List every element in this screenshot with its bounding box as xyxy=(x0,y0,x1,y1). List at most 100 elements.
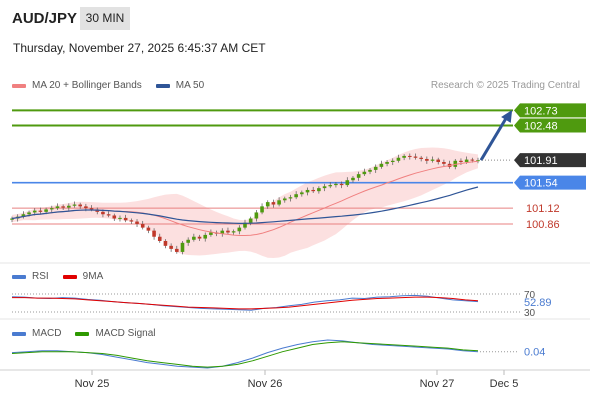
candle xyxy=(385,160,389,167)
candle-body xyxy=(129,220,134,222)
candle xyxy=(112,213,117,221)
candle-body xyxy=(265,202,270,207)
candle-body xyxy=(288,197,293,199)
candle-body xyxy=(402,155,406,158)
candle xyxy=(78,202,82,209)
candle-body xyxy=(146,227,151,231)
candle xyxy=(146,225,151,234)
candle xyxy=(38,207,43,214)
candle xyxy=(436,157,441,165)
candle-body xyxy=(408,155,412,157)
candle-body xyxy=(231,231,236,233)
candle-body xyxy=(38,210,43,212)
candle-body xyxy=(49,208,54,210)
candle-body xyxy=(135,221,139,224)
legend-label-rsi: RSI xyxy=(32,271,49,282)
legend-item-ma20: MA 20 + Bollinger Bands xyxy=(12,80,142,91)
x-tick-label: Nov 25 xyxy=(75,378,110,390)
candle xyxy=(129,218,134,224)
macd-signal-line xyxy=(11,341,479,368)
rsi-value-label: 52.89 xyxy=(524,297,552,309)
candle xyxy=(152,228,156,240)
candle xyxy=(317,186,321,194)
candle xyxy=(220,228,225,237)
candle-body xyxy=(163,240,168,246)
candle xyxy=(197,234,202,241)
candle xyxy=(61,204,65,211)
candle-body xyxy=(294,194,298,198)
rsi-ma-swatch xyxy=(62,274,77,279)
candle-body xyxy=(197,236,202,239)
candle-body xyxy=(351,177,355,181)
current-price-label: 101.91 xyxy=(524,155,558,167)
candle xyxy=(305,187,310,196)
candle xyxy=(277,197,281,207)
support-label-3: 100.86 xyxy=(526,219,560,231)
candle xyxy=(362,168,367,176)
candle-body xyxy=(157,236,162,241)
timeframe-button[interactable]: 30 MIN xyxy=(80,7,130,30)
candle-body xyxy=(118,217,122,219)
research-credit: Research © 2025 Trading Central xyxy=(430,80,580,91)
candle-body xyxy=(470,159,475,161)
ma50-line xyxy=(11,186,479,225)
candle-body xyxy=(436,159,441,163)
macd-swatch xyxy=(12,331,26,336)
candle-body xyxy=(425,158,429,161)
symbol-title: AUD/JPY xyxy=(12,10,78,27)
candle-body xyxy=(169,245,173,249)
legend-item-rsi-ma: 9MA xyxy=(62,271,103,282)
candle-body xyxy=(112,215,117,219)
candle xyxy=(209,229,213,237)
candle-body xyxy=(476,160,480,162)
candle xyxy=(311,186,315,193)
candle-body xyxy=(368,169,372,172)
candle-body xyxy=(464,159,469,163)
candle xyxy=(118,215,122,222)
legend-label-ma20: MA 20 + Bollinger Bands xyxy=(32,80,142,91)
legend-label-ma50: MA 50 xyxy=(175,80,205,91)
candle xyxy=(243,219,247,230)
pivot-label-bg xyxy=(514,175,586,190)
candle xyxy=(402,154,406,161)
candle-body xyxy=(44,209,48,212)
candle-body xyxy=(373,166,378,170)
candle-body xyxy=(459,160,463,163)
resistance-label-2-bg xyxy=(514,118,586,133)
candle xyxy=(203,232,208,242)
candle-body xyxy=(89,208,94,210)
ma50-swatch xyxy=(155,83,170,88)
candle-body xyxy=(379,163,384,167)
candle xyxy=(288,194,293,202)
candle xyxy=(408,153,412,160)
candle xyxy=(356,171,361,181)
candle xyxy=(140,220,145,230)
candle-body xyxy=(317,188,321,192)
macd-signal-swatch xyxy=(75,331,90,336)
candle-body xyxy=(106,214,111,216)
candle xyxy=(379,160,384,169)
candle-body xyxy=(186,239,190,243)
rsi-swatch xyxy=(12,274,26,279)
candle xyxy=(169,243,173,252)
candle-body xyxy=(140,223,145,228)
candle-body xyxy=(334,183,338,186)
candle xyxy=(442,159,446,167)
candle xyxy=(21,211,26,219)
ma20-swatch xyxy=(12,83,26,88)
x-tick-label: Nov 27 xyxy=(420,378,455,390)
legend-item-macd-signal: MACD Signal xyxy=(75,328,155,339)
candle xyxy=(294,191,298,200)
candle-body xyxy=(277,200,281,205)
resistance-label-1-bg xyxy=(514,103,586,118)
support-label-2: 101.12 xyxy=(526,203,560,215)
candle-body xyxy=(78,204,82,207)
macd-line xyxy=(11,339,479,369)
candle xyxy=(175,245,179,254)
main-legend: MA 20 + Bollinger Bands MA 50 xyxy=(12,80,218,91)
candle-body xyxy=(453,160,458,167)
candle xyxy=(265,200,270,209)
candle-body xyxy=(396,157,401,161)
rsi-ma-line xyxy=(12,296,479,310)
